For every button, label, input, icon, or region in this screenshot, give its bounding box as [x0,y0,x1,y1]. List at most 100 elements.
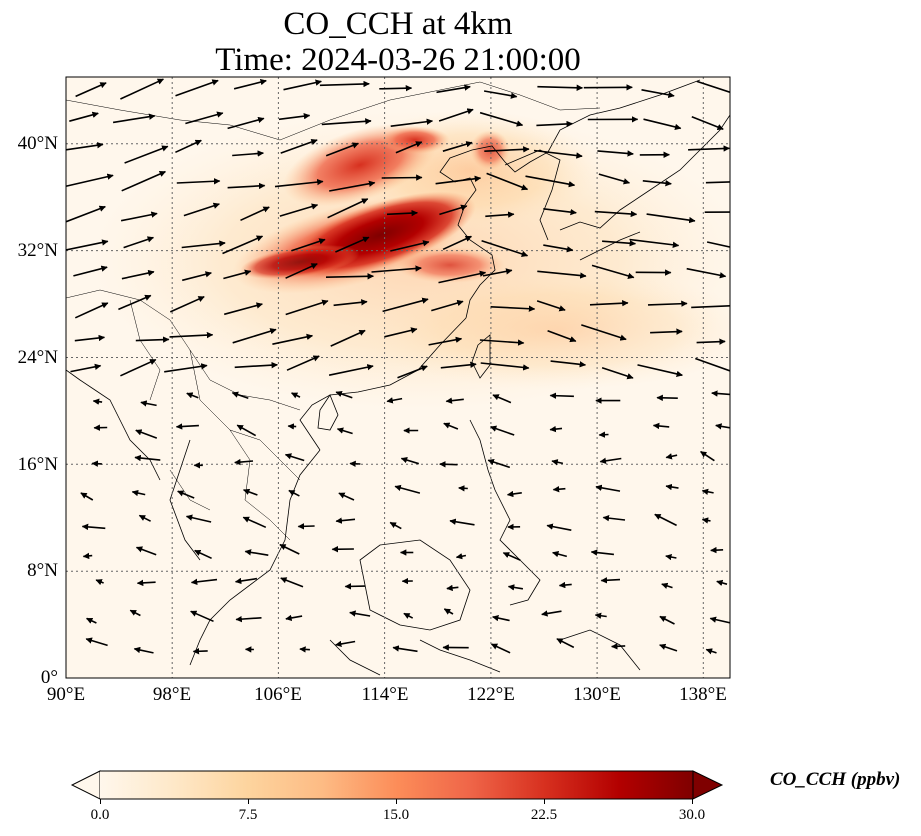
wind-arrow [480,362,530,371]
wind-arrow [349,610,371,617]
wind-arrow [400,457,420,465]
wind-arrow [164,363,208,373]
wind-arrow [711,390,730,397]
wind-arrow [492,394,512,404]
wind-arrow [279,543,300,555]
colorbar-ramp [100,771,693,799]
ytick-label: 32°N [17,240,58,261]
wind-arrow [686,267,727,279]
wind-arrow [446,584,459,592]
wind-arrow [194,549,212,560]
wind-arrow [175,139,202,154]
wind-arrow [285,299,329,316]
wind-arrow [483,90,518,99]
wind-arrow [484,146,530,153]
wind-arrow [335,517,356,524]
wind-arrow [73,265,108,277]
wind-arrow [449,518,475,526]
xtick-label: 130°E [573,684,621,705]
wind-arrow [297,523,315,530]
wind-arrow [75,82,107,98]
wind-arrow [591,264,635,279]
wind-arrow [183,202,220,217]
wind-arrow [659,643,678,652]
wind-arrow [120,78,164,100]
wind-arrow [536,120,573,128]
wind-arrow [487,458,511,469]
wind-arrow [135,336,170,343]
wind-arrow [66,142,104,151]
wind-arrow [525,175,576,188]
wind-arrow [335,236,370,253]
wind-arrow [549,392,574,399]
wind-arrow [291,392,301,399]
wind-arrow [710,546,724,554]
wind-arrow [124,145,169,164]
wind-arrow [595,484,621,492]
wind-arrow [598,173,631,185]
wind-arrow [386,397,403,404]
wind-arrow [299,646,310,653]
wind-arrow [549,425,563,433]
wind-arrow [394,484,421,494]
wind-arrow [581,324,627,341]
wind-arrow [709,616,730,624]
wind-arrow [696,80,730,94]
wind-vectors [66,78,730,655]
wind-arrow [700,450,715,462]
colorbar-tick-label: 7.5 [238,807,258,823]
wind-arrow [659,615,675,625]
xtick-label: 106°E [254,684,302,705]
wind-arrow [186,392,199,399]
wind-arrow [121,269,155,280]
wind-arrow [646,213,696,224]
wind-arrow [455,553,467,560]
wind-arrow [502,552,521,561]
wind-arrow [291,238,326,252]
wind-arrow [336,427,353,435]
wind-arrow [706,241,730,251]
wind-arrow [696,338,726,345]
wind-arrow [123,236,155,249]
wind-arrow [325,142,359,157]
wind-arrow [371,265,422,273]
wind-arrow [656,394,678,402]
wind-arrow [120,358,157,377]
wind-arrow [443,608,454,615]
wind-arrow [507,584,524,591]
wind-arrow [390,118,434,127]
wind-arrow [590,549,614,556]
wind-arrow [240,206,270,222]
xtick-label: 122°E [467,684,515,705]
wind-arrow [439,461,458,468]
wind-arrow [136,579,156,587]
wind-arrow [81,523,106,531]
wind-arrow [233,79,267,90]
wind-arrow [382,297,429,313]
wind-arrow [652,422,670,430]
wind-arrow [231,391,249,399]
wind-arrow [439,204,468,216]
wind-arrow [428,336,463,346]
wind-arrow [438,108,474,122]
ytick-label: 16°N [17,454,58,475]
wind-arrow [552,551,568,558]
wind-arrow [390,240,430,252]
xtick-label: 138°E [679,684,727,705]
wind-arrow [486,172,529,191]
wind-arrow [66,173,114,187]
colorbar-label: CO_CCH (ppbv) [770,769,901,790]
wind-arrow [169,295,205,313]
xtick-label: 98°E [152,684,192,705]
colorbar-under-triangle [70,770,101,800]
ytick-label: 8°N [27,560,58,581]
wind-arrow [716,579,728,587]
wind-arrow [121,170,166,192]
wind-arrow [321,118,372,126]
wind-arrow [537,270,587,279]
wind-arrow [551,459,564,466]
wind-arrow [594,210,638,218]
wind-arrow [288,489,300,497]
wind-arrow [223,269,252,280]
wind-arrow [489,425,515,436]
